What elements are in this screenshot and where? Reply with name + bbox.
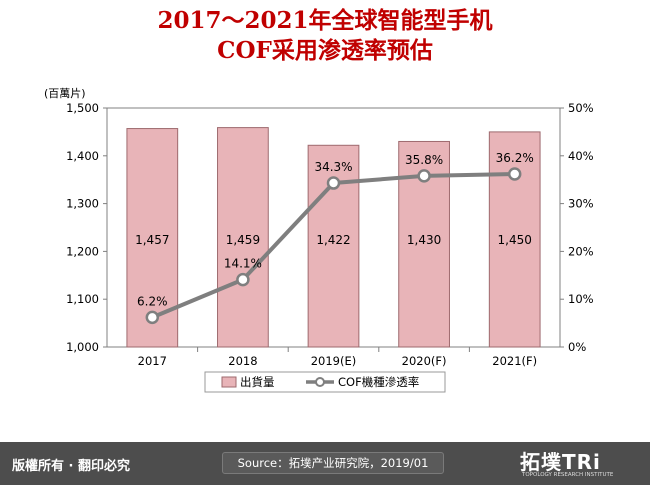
x-tick-label: 2021(F): [492, 354, 537, 368]
x-tick-label: 2019(E): [311, 354, 357, 368]
legend: 出貨量 COF機種滲透率: [204, 371, 446, 393]
bar: [217, 127, 269, 348]
line-value-label: 6.2%: [137, 294, 168, 308]
x-tick-label: 2018: [228, 354, 257, 368]
right-tick-label: 20%: [568, 244, 594, 258]
line-point: [507, 167, 522, 181]
chart-title-line1: 2017～2021年全球智能型手机: [157, 7, 493, 34]
left-tick-label: 1,400: [66, 149, 99, 163]
right-tick-label: 10%: [568, 292, 594, 306]
right-tick-label: 40%: [568, 149, 594, 163]
left-tick-label: 1,500: [66, 101, 99, 115]
chart-title: 2017～2021年全球智能型手机 COF采用渗透率预估: [0, 6, 650, 66]
line-point: [236, 272, 250, 287]
right-tick-label: 50%: [568, 101, 594, 115]
left-axis-unit-label: (百萬片): [44, 87, 86, 100]
line-value-label: 35.8%: [405, 153, 443, 167]
copyright-text: 版權所有 · 翻印必究: [12, 459, 130, 474]
line-value-label: 34.3%: [314, 160, 352, 174]
labels-group: 1,457 1,459 1,422 1,430 1,450 6.2% 14.1% 34.3% 3…: [135, 151, 534, 308]
x-tick-label: 2020(F): [402, 354, 447, 368]
left-tick-label: 1,100: [66, 292, 99, 306]
line-value-label: 14.1%: [224, 257, 262, 271]
line-point: [326, 176, 341, 190]
line-group: [145, 167, 522, 325]
left-tick-label: 1,300: [66, 197, 99, 211]
tri-logo: 拓墣TRi TOPOLOGY RESEARCH INSTITUTE: [520, 446, 640, 482]
legend-label-bar: 出貨量: [240, 375, 275, 389]
chart-title-line2: COF采用渗透率预估: [217, 37, 433, 64]
axes-group: 1,000 1,100 1,200 1,300 1,400 1,500 0% 10% 20% 30…: [66, 101, 594, 368]
bar-value-label: 1,422: [316, 233, 350, 247]
bar-value-label: 1,457: [135, 233, 169, 247]
left-tick-label: 1,200: [66, 244, 99, 258]
logo-sub-text: TOPOLOGY RESEARCH INSTITUTE: [522, 472, 614, 478]
bar-value-label: 1,430: [407, 233, 441, 247]
source-text: Source：拓墣产业研究院，2019/01: [237, 456, 429, 470]
chart-area: (百萬片) 1,000 1,100 1,200 1,300 1,400 1,500 0% 10…: [44, 87, 594, 393]
right-tick-label: 30%: [568, 197, 594, 211]
source-box: [222, 452, 444, 474]
right-tick-label: 0%: [568, 340, 586, 354]
legend-swatch-bar: [221, 376, 237, 388]
legend-label-line: COF機種滲透率: [338, 375, 419, 389]
line-point: [145, 310, 160, 325]
line-point: [417, 169, 431, 183]
bar-value-label: 1,450: [498, 233, 532, 247]
legend-swatch-marker: [315, 377, 325, 387]
bar-value-label: 1,459: [226, 233, 260, 247]
line-value-label: 36.2%: [496, 151, 534, 165]
logo-main-text: 拓墣TRi: [520, 450, 601, 474]
left-tick-label: 1,000: [66, 340, 99, 354]
x-tick-label: 2017: [138, 354, 167, 368]
